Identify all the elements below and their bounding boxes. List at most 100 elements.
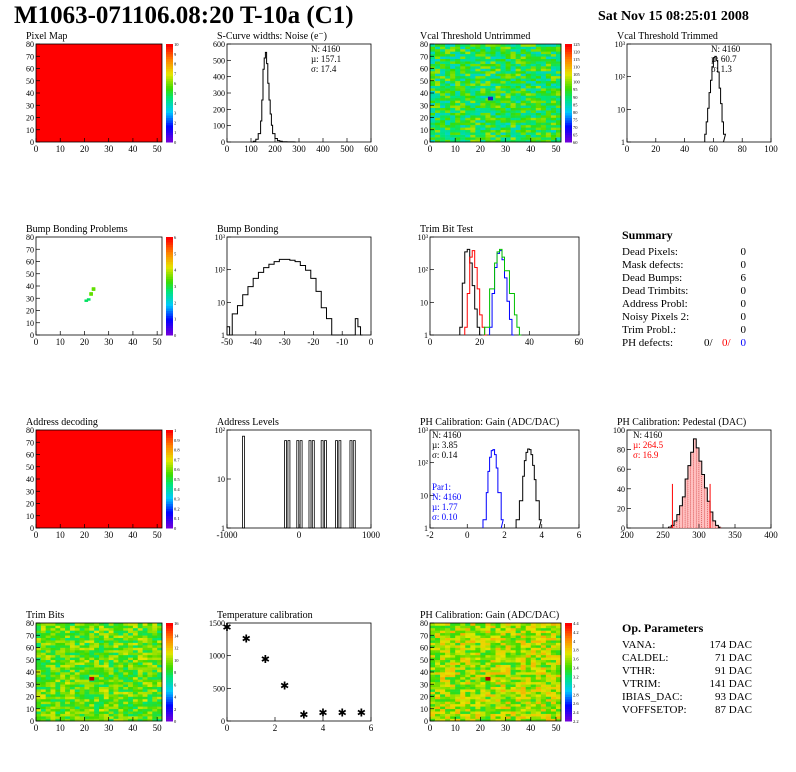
heatmap-cell xyxy=(118,706,124,710)
heatmap-cell xyxy=(435,110,441,113)
heatmap-cell xyxy=(520,95,527,99)
color-scale-cell xyxy=(166,48,173,52)
color-scale-cell xyxy=(166,95,173,99)
heatmap-cell xyxy=(490,708,496,712)
heatmap-cell xyxy=(545,681,552,685)
color-scale-cell xyxy=(166,308,173,311)
heatmap-cell xyxy=(450,75,456,79)
heatmap-cell xyxy=(515,654,521,658)
heatmap-cell xyxy=(490,105,496,108)
heatmap-cell xyxy=(540,694,547,697)
heatmap-cell xyxy=(440,696,446,700)
heatmap-cell xyxy=(94,696,100,700)
x-tick-label: 40 xyxy=(128,144,138,154)
heatmap-cell xyxy=(545,694,552,697)
heatmap-cell xyxy=(450,97,456,101)
heatmap-cell xyxy=(36,696,42,700)
histogram-bar xyxy=(687,465,691,529)
heatmap-cell xyxy=(540,642,547,646)
data-point: ✱ xyxy=(242,634,251,646)
ph-defects-value-2: 0/ xyxy=(722,337,731,349)
heatmap-cell xyxy=(530,708,537,712)
heatmap-cell xyxy=(36,630,42,634)
x-tick-label: 40 xyxy=(128,723,138,733)
heatmap-cell xyxy=(50,630,56,634)
heatmap-cell xyxy=(490,649,496,653)
heatmap-cell xyxy=(540,689,547,692)
heatmap-cell xyxy=(79,691,85,695)
data-point: ✱ xyxy=(318,708,327,720)
heatmap-cell xyxy=(495,48,501,52)
heatmap-cell xyxy=(455,716,461,719)
heatmap-cell xyxy=(103,711,109,714)
heatmap-cell xyxy=(490,662,496,665)
heatmap-cell xyxy=(89,706,95,710)
color-scale-cell xyxy=(565,630,572,634)
heatmap-cell xyxy=(530,689,537,692)
heatmap-cell xyxy=(535,718,542,722)
x-tick-label: 350 xyxy=(728,530,742,540)
z-tick-label: 3.8 xyxy=(573,648,579,653)
heatmap-cell xyxy=(74,669,80,673)
heatmap-cell xyxy=(69,686,76,690)
color-scale-cell xyxy=(166,315,173,319)
heatmap-cell xyxy=(535,640,542,643)
heatmap-cell xyxy=(152,632,158,636)
heatmap-cell xyxy=(450,70,456,74)
panel-title: Vcal Threshold Trimmed xyxy=(617,31,718,42)
heatmap-cell xyxy=(89,649,95,653)
heatmap-cell xyxy=(152,672,158,675)
heatmap-cell xyxy=(465,93,471,96)
heatmap-cell xyxy=(147,681,153,685)
heatmap-cell xyxy=(540,46,547,50)
heatmap-cell xyxy=(84,667,90,670)
heatmap-cell xyxy=(530,657,537,661)
heatmap-cell xyxy=(435,635,441,638)
y-tick-label: 80 xyxy=(26,619,34,628)
heatmap-cell xyxy=(470,48,476,52)
heatmap-cell xyxy=(515,48,521,52)
color-scale-cell xyxy=(166,83,173,87)
heatmap-cell xyxy=(460,68,466,72)
heatmap-cell xyxy=(465,107,471,111)
heatmap-cell xyxy=(505,696,511,700)
heatmap-cell xyxy=(475,640,481,643)
heatmap-cell xyxy=(555,686,562,690)
x-tick-label: 20 xyxy=(80,530,90,540)
heatmap-cell xyxy=(495,105,501,108)
x-tick-label: 500 xyxy=(340,144,354,154)
heatmap-cell xyxy=(510,674,516,678)
color-scale-cell xyxy=(166,649,173,653)
heatmap-cell xyxy=(525,701,532,705)
color-scale-cell xyxy=(166,525,173,529)
heatmap-cell xyxy=(430,662,436,665)
heatmap-cell xyxy=(540,85,547,89)
heatmap-cell xyxy=(99,716,105,719)
heatmap-cell xyxy=(430,623,436,626)
heatmap-cell xyxy=(550,53,557,57)
heatmap-cell xyxy=(147,694,153,697)
heatmap-cell xyxy=(132,716,139,719)
heatmap-cell xyxy=(84,698,90,702)
heatmap-cell xyxy=(555,105,562,108)
heatmap-cell xyxy=(118,669,124,673)
heatmap-cell xyxy=(465,637,471,641)
heatmap-cell xyxy=(490,78,496,82)
color-scale-cell xyxy=(565,83,572,87)
heatmap-cell xyxy=(113,625,119,629)
heatmap-cell xyxy=(505,117,511,121)
z-tick-label: 10 xyxy=(174,658,179,663)
heatmap-cell xyxy=(84,716,90,719)
heatmap-cell xyxy=(455,703,461,707)
heatmap-cell xyxy=(485,718,491,722)
heatmap-cell xyxy=(147,703,153,707)
heatmap-cell xyxy=(480,698,486,702)
heatmap-cell xyxy=(460,83,466,86)
heatmap-cell xyxy=(485,659,491,663)
color-scale-cell xyxy=(166,696,173,700)
heatmap-cell xyxy=(535,676,542,680)
heatmap-cell xyxy=(460,102,466,106)
heatmap-cell xyxy=(99,635,105,638)
heatmap-cell xyxy=(435,127,441,131)
heatmap-cell xyxy=(108,708,114,712)
